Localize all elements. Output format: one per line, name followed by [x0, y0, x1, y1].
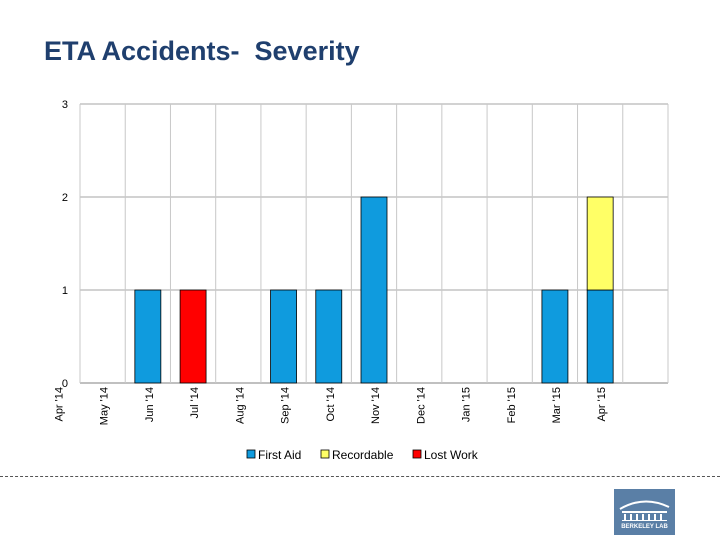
bar-first-aid [270, 289, 297, 384]
x-tick-label: Jul '14 [189, 387, 201, 418]
legend-label: Recordable [332, 448, 394, 462]
legend-swatch [246, 449, 256, 459]
bar-first-aid [541, 289, 569, 384]
x-tick-label: Apr '14 [53, 387, 65, 422]
y-tick-label: 2 [62, 192, 68, 204]
y-tick-label: 0 [62, 378, 68, 390]
legend-label: Lost Work [424, 448, 479, 462]
logo-text: BERKELEY LAB [621, 524, 668, 530]
x-tick-label: Aug '14 [234, 387, 246, 424]
page-title: ETA Accidents- Severity [44, 36, 360, 66]
x-tick-label: Oct '14 [325, 387, 337, 422]
x-tick-label: Feb '15 [506, 387, 518, 423]
bar-first-aid [315, 289, 343, 384]
berkeley-lab-building-icon [619, 500, 670, 521]
bar-first-aid [360, 196, 388, 384]
y-tick-label: 3 [62, 99, 68, 111]
berkeley-lab-logo: BERKELEY LAB [614, 489, 675, 535]
x-tick-label: Jan '15 [461, 387, 473, 422]
x-tick-label: Dec '14 [415, 387, 427, 424]
x-tick-label: May '14 [99, 387, 111, 425]
x-tick-label: Jun '14 [144, 387, 156, 422]
footer-divider [0, 476, 720, 477]
x-tick-label: Mar '15 [551, 387, 563, 423]
legend-label: First Aid [258, 448, 301, 462]
severity-chart: 0 1 2 3 Apr '14 May '14 Jun '14 Jul '14 Aug '14 S… [53, 99, 669, 462]
bar-first-aid [134, 289, 162, 384]
x-tick-label: Nov '14 [370, 387, 382, 424]
bar-lost-work [179, 289, 207, 384]
legend-swatch [320, 449, 330, 459]
y-tick-label: 1 [62, 285, 68, 297]
legend-swatch [412, 449, 422, 459]
x-tick-label: Apr '15 [596, 387, 608, 422]
bar-first-aid [586, 289, 614, 384]
x-tick-label: Sep '14 [280, 387, 292, 424]
bar-recordable [586, 196, 614, 291]
